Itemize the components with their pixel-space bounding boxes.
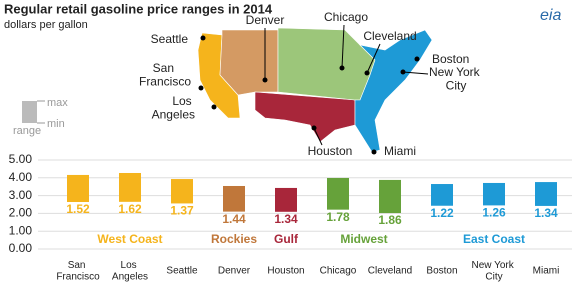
range-bar [431,184,453,206]
city-label: Denver [246,13,285,27]
x-tick-label: Cleveland [368,266,412,277]
y-tick-label: 3.00 [9,188,33,202]
city-label: Cleveland [363,29,416,43]
range-label: 1.86 [378,213,402,227]
city-label: Seattle [151,32,189,46]
city-dot [414,56,420,62]
city-dot [211,104,217,110]
city-dot [371,149,377,155]
range-label: 1.22 [430,206,454,220]
leader-line [402,71,429,75]
chart-subtitle: dollars per gallon [4,19,88,31]
y-tick-label: 2.00 [9,206,33,220]
leader-line [313,127,323,146]
leader-line [366,43,381,74]
city-dot [311,125,317,131]
map-midwest [277,27,376,101]
y-tick-label: 1.00 [9,223,33,237]
range-label: 1.34 [534,206,558,220]
range-label: 1.37 [170,204,194,218]
y-tick-label: 0.00 [9,241,33,255]
region-label: Midwest [340,232,387,246]
legend-label: range [13,125,41,137]
range-label: 1.34 [274,212,298,226]
city-label: Boston [432,52,469,66]
x-tick-label: New York City [471,260,516,283]
range-bar [535,182,557,206]
range-label: 1.78 [326,210,350,224]
y-tick-label: 4.00 [9,170,33,184]
city-label: Los Angeles [152,94,195,122]
city-dot [200,35,206,41]
range-label: 1.62 [118,202,142,216]
range-bar [327,177,349,210]
range-label: 1.26 [482,206,506,220]
range-bar [223,185,245,212]
y-tick-label: 5.00 [9,152,33,166]
city-label: San Francisco [139,61,191,89]
range-label: 1.44 [222,212,246,226]
region-label: West Coast [97,232,162,246]
region-label: East Coast [463,232,525,246]
chart-title: Regular retail gasoline price ranges in … [4,1,273,16]
city-label: Miami [384,144,416,158]
city-label: Chicago [324,10,368,24]
range-bar [171,179,193,204]
x-tick-label: Chicago [320,266,357,277]
range-bar [379,179,401,214]
range-label: 1.52 [66,202,90,216]
x-tick-label: San Francisco [56,260,100,283]
city-label: Houston [308,144,353,158]
map-gulf [254,91,356,143]
range-bar [119,172,141,202]
x-tick-label: Denver [218,266,251,277]
x-tick-label: Seattle [166,266,198,277]
x-tick-label: Houston [267,266,304,277]
legend-label: max [47,97,68,109]
range-bar [483,182,505,206]
city-label: New York City [429,65,483,93]
range-bar [67,174,89,203]
region-label: Gulf [274,232,299,246]
legend-swatch [22,101,37,123]
x-tick-label: Miami [533,266,560,277]
city-dot [198,85,204,91]
x-tick-label: Los Angeles [112,260,148,283]
logo: eia [540,7,561,24]
map [197,27,433,153]
map-east-coast [354,29,433,153]
range-bar [275,187,297,212]
leader-line [341,24,345,69]
legend-label: min [47,118,65,130]
x-tick-label: Boston [426,266,457,277]
legend [22,101,37,123]
region-label: Rockies [211,232,257,246]
